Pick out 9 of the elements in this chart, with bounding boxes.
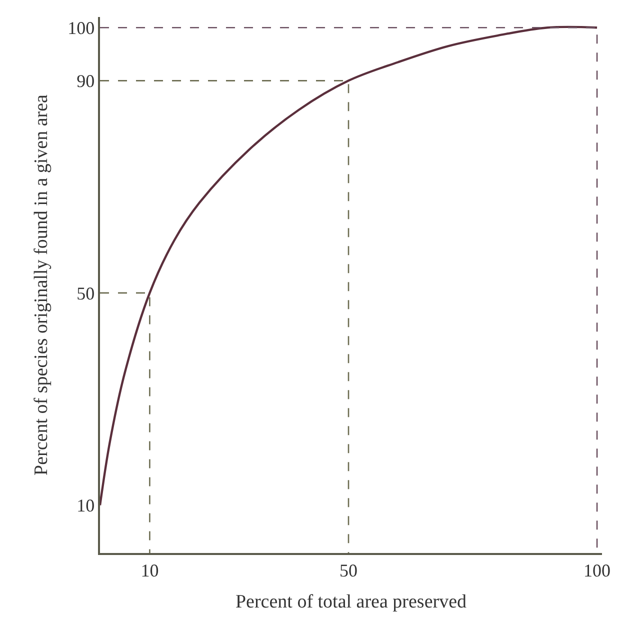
x-tick-label: 50 xyxy=(340,560,358,580)
y-tick-label: 100 xyxy=(68,18,95,38)
x-tick-label: 100 xyxy=(584,560,611,580)
y-tick-label: 10 xyxy=(76,496,95,516)
y-axis-title: Percent of species originally found in a given area xyxy=(31,94,52,476)
x-axis-title: Percent of total area preserved xyxy=(235,592,468,613)
x-tick-label: 10 xyxy=(140,560,159,580)
y-tick-label: 90 xyxy=(76,70,95,91)
y-tick-label: 50 xyxy=(76,283,95,304)
